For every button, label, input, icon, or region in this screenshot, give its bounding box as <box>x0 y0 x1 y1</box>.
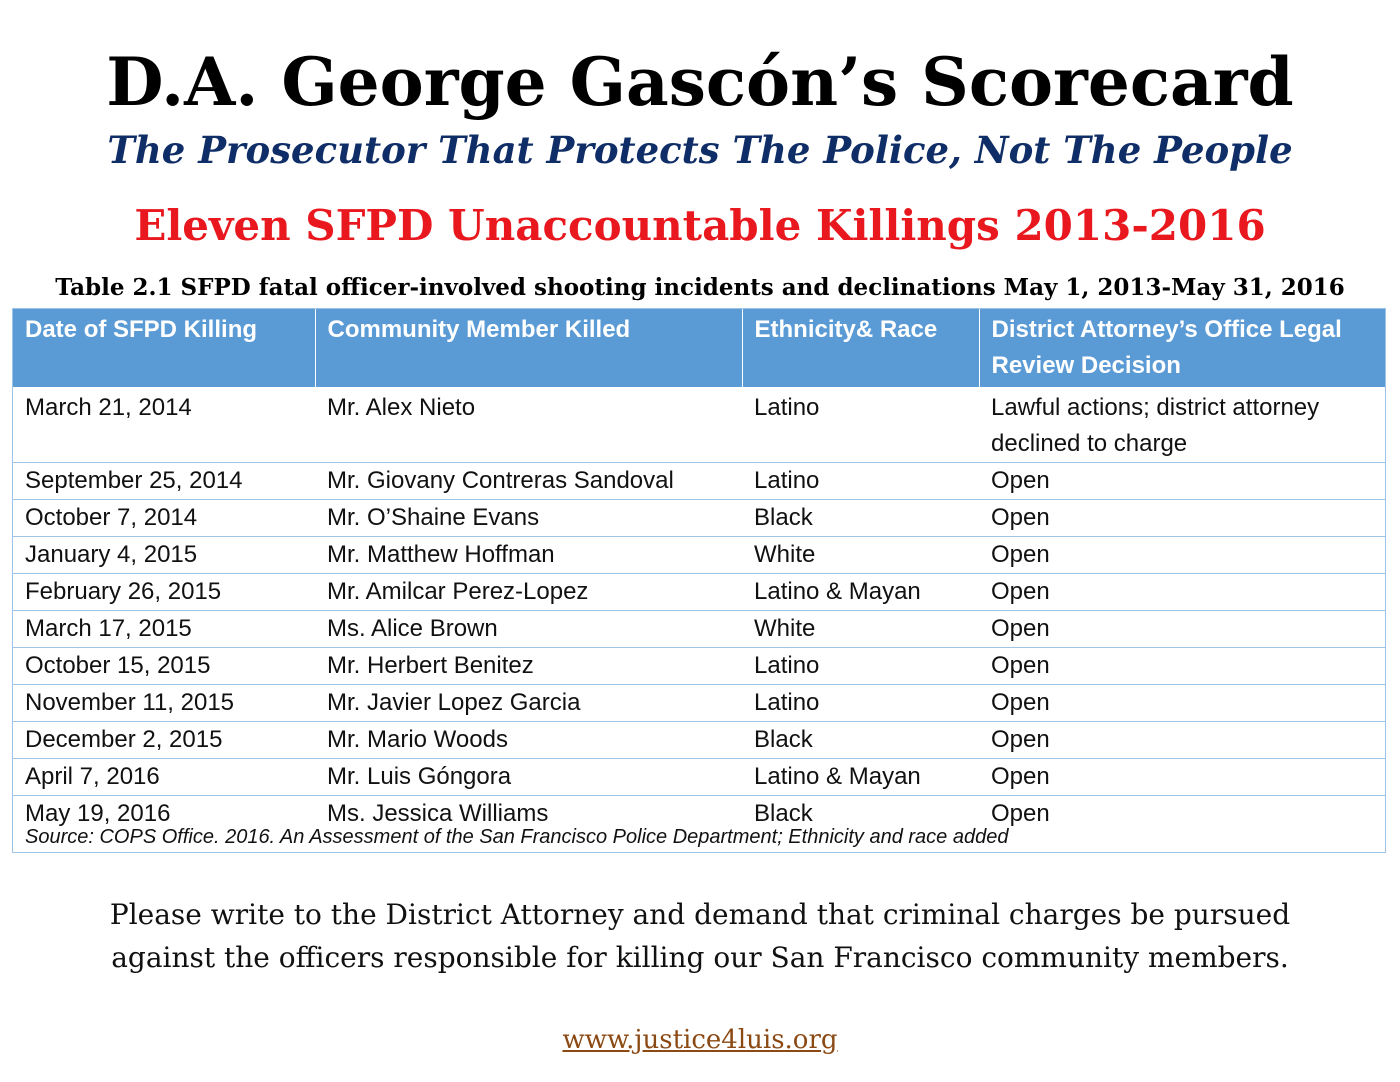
cell-person: Mr. Amilcar Perez-Lopez <box>315 573 742 611</box>
cell-ethnicity: Latino & Mayan <box>742 758 979 796</box>
cell-person: Mr. Luis Góngora <box>315 758 742 796</box>
cell-decision: Open <box>979 499 1385 537</box>
killings-table: Date of SFPD Killing Community Member Ki… <box>13 309 1385 833</box>
cell-person: Mr. Matthew Hoffman <box>315 536 742 574</box>
page-subtitle: The Prosecutor That Protects The Police,… <box>107 128 1293 172</box>
table-header-row: Date of SFPD Killing Community Member Ki… <box>13 309 1385 387</box>
page-title: D.A. George Gascón’s Scorecard <box>106 43 1294 121</box>
cell-ethnicity: White <box>742 610 979 648</box>
cell-ethnicity: Latino <box>742 387 979 463</box>
cell-date: October 7, 2014 <box>13 499 315 537</box>
cell-person: Mr. Herbert Benitez <box>315 647 742 685</box>
cell-decision: Open <box>979 462 1385 500</box>
cell-date: November 11, 2015 <box>13 684 315 722</box>
website-link[interactable]: www.justice4luis.org <box>562 1025 838 1055</box>
cell-decision: Open <box>979 684 1385 722</box>
cell-decision: Open <box>979 610 1385 648</box>
appeal-line: against the officers responsible for kil… <box>111 941 1289 974</box>
headline: Eleven SFPD Unaccountable Killings 2013-… <box>134 201 1266 250</box>
cell-ethnicity: White <box>742 536 979 574</box>
appeal-text: Please write to the District Attorney an… <box>0 893 1400 979</box>
cell-date: March 21, 2014 <box>13 387 315 463</box>
cell-decision: Lawful actions; district attorney declin… <box>979 387 1385 463</box>
cell-ethnicity: Latino <box>742 462 979 500</box>
column-header-ethnicity: Ethnicity& Race <box>742 309 980 387</box>
cell-decision: Open <box>979 758 1385 796</box>
cell-date: May 19, 2016 <box>25 800 171 827</box>
cell-person: Mr. Alex Nieto <box>315 387 742 463</box>
table-row: September 25, 2014 Mr. Giovany Contreras… <box>13 462 1385 500</box>
table-row: February 26, 2015 Mr. Amilcar Perez-Lope… <box>13 573 1385 611</box>
cell-person: Mr. O’Shaine Evans <box>315 499 742 537</box>
cell-date: October 15, 2015 <box>13 647 315 685</box>
table-source-note: Source: COPS Office. 2016. An Assessment… <box>25 826 1009 848</box>
cell-ethnicity: Black <box>742 721 979 759</box>
cell-decision: Open <box>979 573 1385 611</box>
cell-person: Mr. Javier Lopez Garcia <box>315 684 742 722</box>
column-header-person: Community Member Killed <box>315 309 743 387</box>
column-header-date: Date of SFPD Killing <box>13 309 316 387</box>
cell-decision: Open <box>991 800 1050 827</box>
killings-table-container: Date of SFPD Killing Community Member Ki… <box>12 308 1386 853</box>
cell-decision: Open <box>979 721 1385 759</box>
cell-date: April 7, 2016 <box>13 758 315 796</box>
table-row: October 15, 2015 Mr. Herbert Benitez Lat… <box>13 647 1385 685</box>
appeal-line: Please write to the District Attorney an… <box>109 898 1291 931</box>
cell-ethnicity: Latino <box>742 647 979 685</box>
footer: www.justice4luis.org <box>0 1022 1400 1058</box>
cell-ethnicity: Black <box>742 499 979 537</box>
table-row: January 4, 2015 Mr. Matthew Hoffman Whit… <box>13 536 1385 574</box>
table-row: December 2, 2015 Mr. Mario Woods Black O… <box>13 721 1385 759</box>
table-row: May 19, 2016 Ms. Jessica Williams Black … <box>13 796 1385 833</box>
cell-date: September 25, 2014 <box>13 462 315 500</box>
cell-decision: Open <box>979 647 1385 685</box>
cell-person: Ms. Alice Brown <box>315 610 742 648</box>
cell-ethnicity: Black <box>754 800 813 827</box>
column-header-decision: District Attorney’s Office Legal Review … <box>979 309 1385 387</box>
table-row: April 7, 2016 Mr. Luis Góngora Latino & … <box>13 758 1385 796</box>
table-row: March 21, 2014 Mr. Alex Nieto Latino Law… <box>13 387 1385 463</box>
cell-date: January 4, 2015 <box>13 536 315 574</box>
cell-person: Mr. Giovany Contreras Sandoval <box>315 462 742 500</box>
cell-date: February 26, 2015 <box>13 573 315 611</box>
cell-person: Mr. Mario Woods <box>315 721 742 759</box>
cell-person: Ms. Jessica Williams <box>327 800 549 827</box>
cell-ethnicity: Latino <box>742 684 979 722</box>
cell-ethnicity: Latino & Mayan <box>742 573 979 611</box>
table-row: November 11, 2015 Mr. Javier Lopez Garci… <box>13 684 1385 722</box>
table-row: October 7, 2014 Mr. O’Shaine Evans Black… <box>13 499 1385 537</box>
table-caption: Table 2.1 SFPD fatal officer-involved sh… <box>55 274 1345 301</box>
cell-decision: Open <box>979 536 1385 574</box>
cell-date: December 2, 2015 <box>13 721 315 759</box>
table-row: March 17, 2015 Ms. Alice Brown White Ope… <box>13 610 1385 648</box>
cell-date: March 17, 2015 <box>13 610 315 648</box>
